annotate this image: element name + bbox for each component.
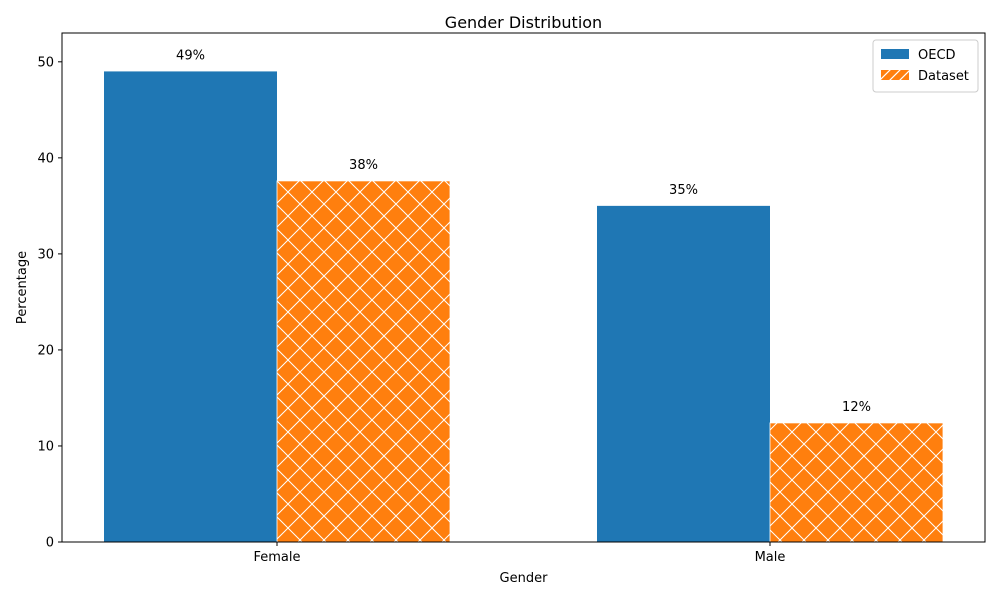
data-label-oecd-male: 35%	[669, 183, 698, 198]
bar-oecd-male	[597, 205, 770, 542]
data-label-oecd-female: 49%	[176, 48, 205, 63]
x-tick-label-female: Female	[253, 550, 300, 565]
y-tick-label: 50	[37, 55, 54, 70]
x-axis: Female Male	[253, 542, 785, 565]
legend-label-dataset: Dataset	[918, 69, 969, 84]
data-labels-layer: 49% 38% 35% 12%	[176, 48, 871, 414]
data-label-dataset-male: 12%	[842, 400, 871, 415]
y-tick-label: 0	[46, 536, 54, 551]
legend-label-oecd: OECD	[918, 48, 956, 63]
y-tick-label: 30	[37, 247, 54, 262]
y-axis-label: Percentage	[15, 251, 30, 324]
bars-layer	[104, 71, 944, 543]
bar-dataset-male	[769, 422, 944, 543]
legend-swatch-oecd	[881, 49, 909, 59]
bar-dataset-female	[276, 180, 451, 543]
y-tick-label: 10	[37, 439, 54, 454]
chart-title: Gender Distribution	[445, 13, 602, 32]
y-axis: 0 10 20 30 40 50	[37, 55, 62, 551]
x-tick-label-male: Male	[755, 550, 786, 565]
legend-swatch-dataset	[881, 70, 909, 80]
bar-oecd-female	[104, 71, 277, 542]
x-axis-label: Gender	[500, 571, 549, 586]
y-tick-label: 20	[37, 343, 54, 358]
y-tick-label: 40	[37, 151, 54, 166]
legend: OECD Dataset	[872, 39, 979, 93]
data-label-dataset-female: 38%	[349, 158, 378, 173]
plot-frame	[61, 32, 986, 543]
